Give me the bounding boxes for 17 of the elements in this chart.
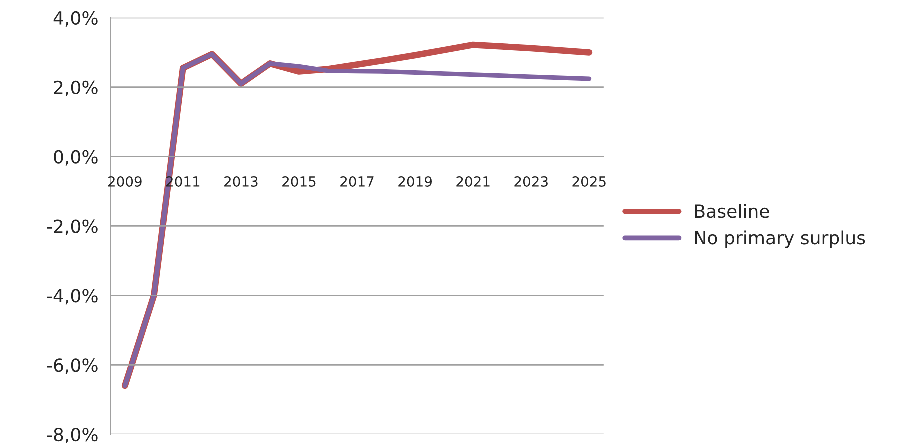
y-tick-label: -6,0% bbox=[47, 358, 98, 374]
x-tick-label: 2013 bbox=[224, 176, 258, 187]
x-tick-label: 2019 bbox=[398, 176, 432, 187]
x-tick-label: 2021 bbox=[456, 176, 490, 187]
y-tick-label: 4,0% bbox=[54, 11, 98, 27]
y-tick-label: 2,0% bbox=[54, 80, 98, 96]
x-tick-label: 2009 bbox=[108, 176, 142, 187]
legend-label: No primary surplus bbox=[695, 230, 866, 248]
x-tick-label: 2023 bbox=[514, 176, 548, 187]
y-tick-label: 0,0% bbox=[54, 150, 98, 166]
y-tick-label: -8,0% bbox=[47, 428, 98, 444]
y-tick-label: -4,0% bbox=[47, 289, 98, 305]
y-tick-label: -2,0% bbox=[47, 220, 98, 236]
legend-label: Baseline bbox=[695, 204, 770, 218]
x-tick-label: 2025 bbox=[572, 176, 606, 187]
x-tick-label: 2017 bbox=[340, 176, 374, 187]
x-tick-label: 2015 bbox=[282, 176, 316, 187]
